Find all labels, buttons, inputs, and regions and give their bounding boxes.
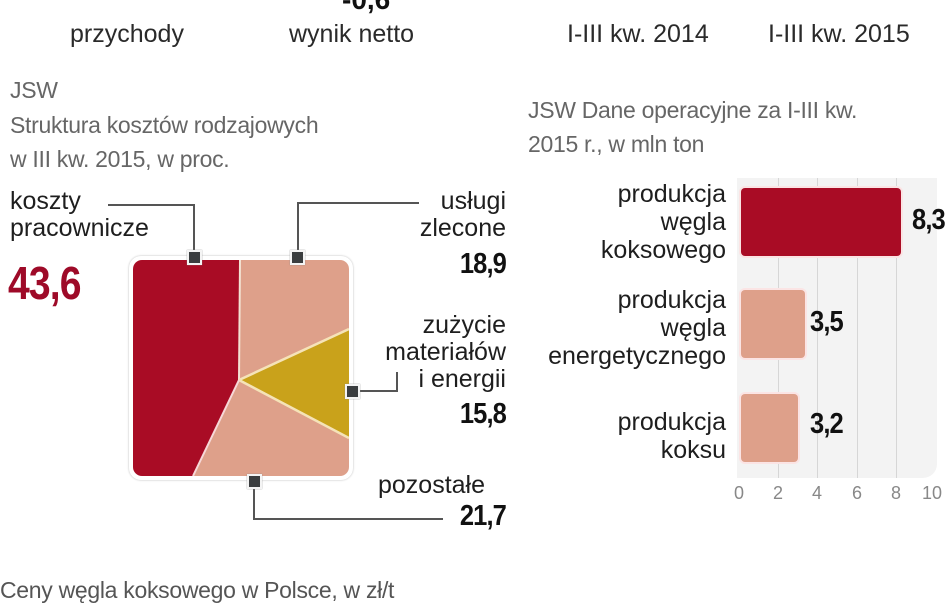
bar-coke xyxy=(741,394,798,462)
ops-chart-title-line1: JSW Dane operacyjne za I-III kw. xyxy=(528,97,858,123)
x-tick-6: 6 xyxy=(851,483,862,503)
leader-line-other-v xyxy=(253,484,255,520)
label-employee-costs: koszty pracownicze xyxy=(10,187,149,242)
leader-line-materials-v xyxy=(396,372,398,392)
bar-label-coke: produkcja koksu xyxy=(617,408,726,464)
gridline-4 xyxy=(817,178,818,478)
segment-other xyxy=(193,380,349,476)
marker-services xyxy=(290,250,305,265)
gridline-6 xyxy=(857,178,858,478)
marker-employee xyxy=(187,250,202,265)
value-services: 18,9 xyxy=(459,248,507,280)
cost-structure-chart xyxy=(129,256,353,480)
leader-line-services-v xyxy=(297,202,299,254)
cost-chart-title-line1: Struktura kosztów rodzajowych xyxy=(10,112,319,138)
bar-label-thermal-coal: produkcja węgla energetycznego xyxy=(548,286,726,370)
header-label-2015: I-III kw. 2015 xyxy=(768,20,910,48)
cost-chart-source: JSW xyxy=(10,77,58,103)
segment-materials-energy xyxy=(239,329,349,438)
leader-line-services xyxy=(297,202,419,204)
leader-line-employee-v xyxy=(193,204,195,256)
bar-thermal-coal xyxy=(741,290,805,358)
value-materials-energy: 15,8 xyxy=(459,398,507,430)
gridline-8 xyxy=(896,178,897,478)
header-label-net-result: wynik netto xyxy=(289,20,415,48)
marker-materials xyxy=(345,384,360,399)
x-tick-8: 8 xyxy=(890,483,901,503)
bar-coking-coal xyxy=(741,188,901,256)
label-other: pozostałe xyxy=(378,471,486,499)
bar-value-thermal-coal: 3,5 xyxy=(810,306,844,338)
header-label-2014: I-III kw. 2014 xyxy=(567,20,709,48)
leader-line-materials xyxy=(357,390,397,392)
marker-other xyxy=(247,474,262,489)
cost-pie-svg xyxy=(133,260,349,476)
label-services: usługi zlecone xyxy=(419,187,506,242)
x-tick-0: 0 xyxy=(733,483,744,503)
x-tick-10: 10 xyxy=(922,483,943,503)
leader-line-employee xyxy=(108,204,195,206)
leader-line-other xyxy=(253,518,443,520)
label-materials-energy: zużycie materiałów i energii xyxy=(385,311,506,393)
segment-services xyxy=(239,260,349,380)
value-other: 21,7 xyxy=(459,500,507,532)
partial-value: -0,6 xyxy=(342,0,390,16)
header-label-revenue: przychody xyxy=(70,20,184,48)
segment-employee-costs xyxy=(133,260,240,476)
cost-chart-title-line2: w III kw. 2015, w proc. xyxy=(10,146,230,172)
x-tick-4: 4 xyxy=(811,483,822,503)
x-tick-2: 2 xyxy=(772,483,783,503)
ops-chart-title-line2: 2015 r., w mln ton xyxy=(528,131,705,157)
bar-label-coking-coal: produkcja węgla koksowego xyxy=(600,180,726,264)
bar-value-coking-coal: 8,3 xyxy=(912,204,946,236)
footer-partial-title: Ceny węgla koksowego w Polsce, w zł/t xyxy=(0,577,395,603)
value-employee-costs: 43,6 xyxy=(8,257,82,309)
bar-value-coke: 3,2 xyxy=(810,408,844,440)
